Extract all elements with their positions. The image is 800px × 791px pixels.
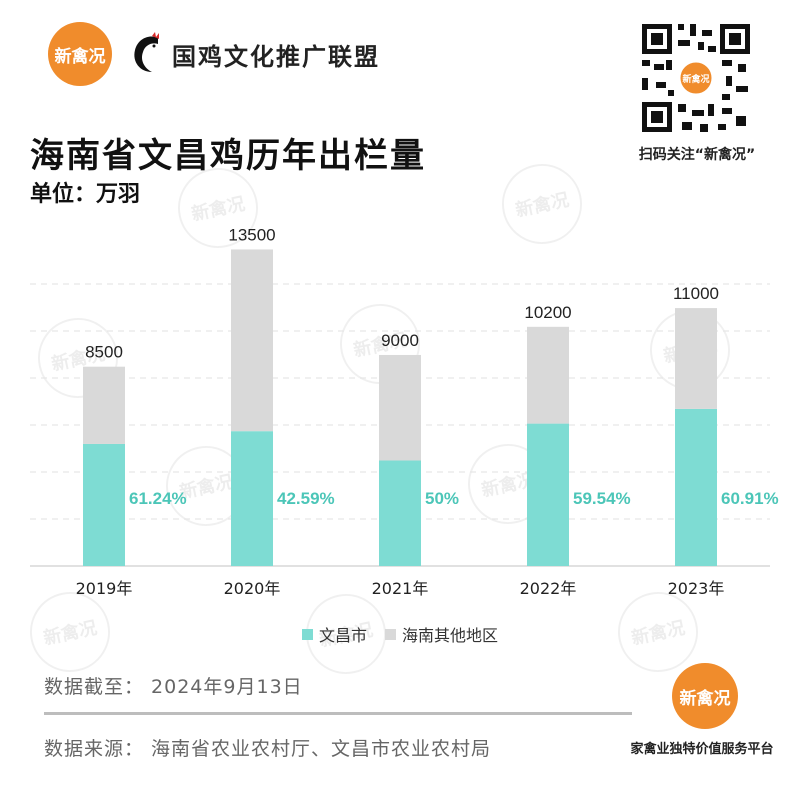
header: 新禽况 国鸡文化推广联盟 新禽况 扫码关注“新禽况”	[0, 0, 800, 163]
bar-other-4	[675, 308, 717, 409]
x-tick-label-3: 2022年	[520, 579, 577, 598]
legend-swatch-other	[385, 628, 396, 640]
legend-item-wenchang: 文昌市	[301, 622, 367, 646]
date-note: 数据截至： 2024年9月13日	[44, 676, 303, 698]
bar-wenchang-0	[83, 443, 125, 566]
bar-other-1	[231, 249, 273, 432]
share-label-4: 60.91%	[721, 489, 779, 508]
rooster-icon	[134, 32, 159, 72]
x-tick-label-0: 2019年	[76, 579, 133, 598]
bar-other-2	[379, 354, 421, 461]
share-label-1: 42.59%	[277, 489, 335, 508]
source-note: 数据来源： 海南省农业农村厅、文昌市农业农村局	[44, 738, 492, 760]
bar-other-0	[83, 366, 125, 444]
total-label-4: 11000	[673, 284, 719, 303]
legend-label-other: 海南其他地区	[402, 626, 499, 645]
bar-wenchang-1	[231, 431, 273, 566]
platform-slogan: 家禽业独特价值服务平台	[630, 742, 774, 757]
x-tick-label-2: 2021年	[372, 579, 429, 598]
alliance-logo: 国鸡文化推广联盟	[128, 32, 380, 76]
brand-badge-text: 新禽况	[679, 688, 731, 709]
share-label-3: 59.54%	[573, 489, 631, 508]
legend-label-wenchang: 文昌市	[318, 626, 367, 645]
qr-brand-badge	[677, 59, 715, 97]
total-label-0: 8500	[85, 343, 123, 362]
unit-label: 单位：万羽	[30, 182, 141, 207]
qr-center-text: 新禽况	[682, 73, 709, 85]
share-label-2: 50%	[425, 489, 459, 508]
alliance-name: 国鸡文化推广联盟	[172, 41, 380, 71]
qr-code[interactable]: 新禽况	[638, 20, 754, 136]
share-label-0: 61.24%	[129, 489, 187, 508]
bar-wenchang-4	[675, 408, 717, 566]
brand-logo: 新禽况	[48, 22, 112, 86]
x-tick-label-1: 2020年	[224, 579, 281, 598]
legend: 文昌市 海南其他地区	[0, 622, 800, 646]
total-label-1: 13500	[228, 225, 275, 244]
qr-caption: 扫码关注“新禽况”	[638, 147, 756, 163]
x-tick-label-4: 2023年	[668, 579, 725, 598]
brand-logo-text: 新禽况	[54, 46, 106, 67]
brand-badge: 新禽况	[672, 663, 738, 729]
bar-wenchang-2	[379, 460, 421, 566]
total-label-2: 9000	[381, 331, 419, 350]
total-label-3: 10200	[524, 303, 571, 322]
chart-title: 海南省文昌鸡历年出栏量	[30, 136, 426, 176]
bar-other-3	[527, 326, 569, 424]
divider	[44, 712, 632, 715]
legend-swatch-wenchang	[301, 628, 313, 640]
legend-item-other: 海南其他地区	[385, 622, 498, 646]
bar-chart: 8500 61.24% 2019年 13500 42.59% 2020年 9000 50% 20…	[30, 225, 779, 598]
bar-wenchang-3	[527, 423, 569, 566]
